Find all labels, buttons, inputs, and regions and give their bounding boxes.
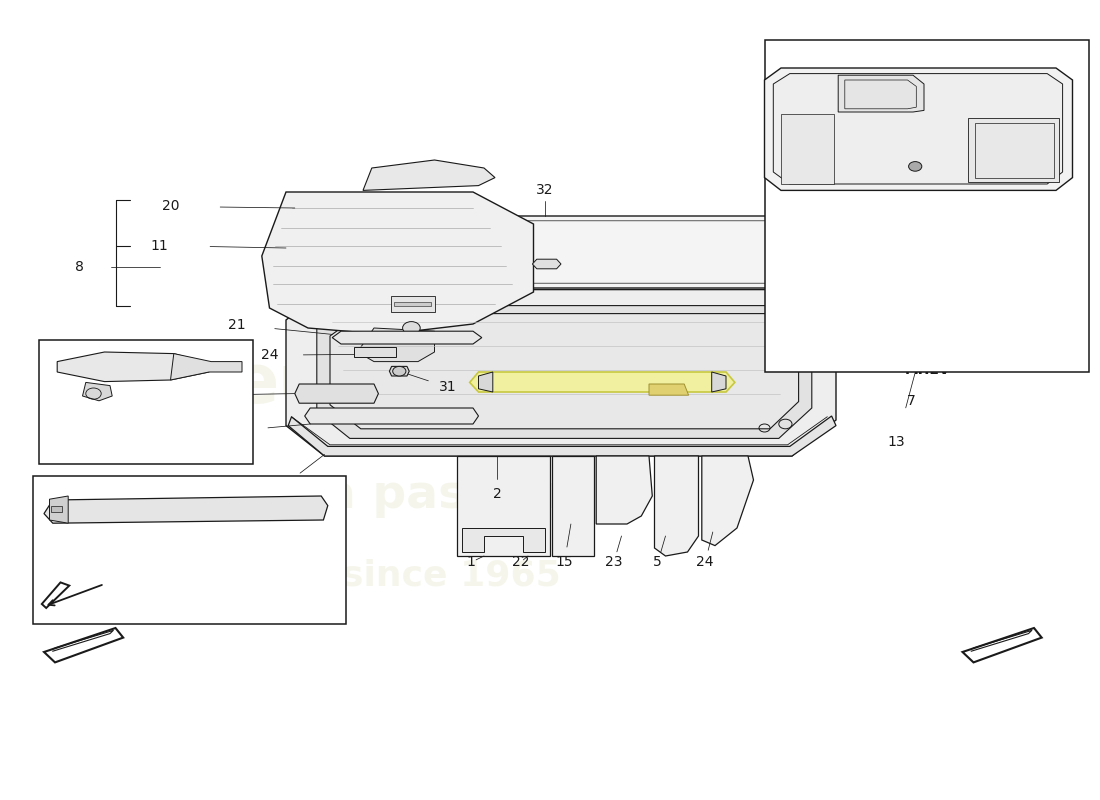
Text: MHEV: MHEV <box>904 362 950 377</box>
Polygon shape <box>968 118 1059 182</box>
Circle shape <box>909 162 922 171</box>
Polygon shape <box>295 384 378 403</box>
Text: MY22: MY22 <box>107 451 146 464</box>
Polygon shape <box>456 456 550 556</box>
Text: 7: 7 <box>906 394 915 408</box>
Polygon shape <box>836 324 908 358</box>
Text: 24: 24 <box>696 555 714 570</box>
Text: 22: 22 <box>512 555 529 570</box>
Text: 28: 28 <box>52 538 69 553</box>
Text: euromotorc: euromotorc <box>233 351 669 417</box>
Polygon shape <box>596 456 652 524</box>
Polygon shape <box>358 328 434 362</box>
Polygon shape <box>44 628 123 662</box>
Text: 2: 2 <box>493 487 502 502</box>
Text: a passion: a passion <box>324 474 578 518</box>
FancyBboxPatch shape <box>39 340 253 464</box>
Text: 23: 23 <box>605 555 623 570</box>
Polygon shape <box>327 216 838 288</box>
Polygon shape <box>792 192 992 334</box>
Text: 30: 30 <box>268 524 286 538</box>
Circle shape <box>403 322 420 334</box>
Text: 5: 5 <box>653 555 662 570</box>
Polygon shape <box>170 354 242 380</box>
Polygon shape <box>764 68 1072 190</box>
Polygon shape <box>649 384 689 395</box>
Polygon shape <box>305 408 478 424</box>
Polygon shape <box>962 628 1042 662</box>
Polygon shape <box>82 382 112 401</box>
Text: 29: 29 <box>110 538 128 553</box>
Polygon shape <box>332 331 482 344</box>
Polygon shape <box>712 372 726 392</box>
Text: since 1965: since 1965 <box>342 559 560 593</box>
Polygon shape <box>462 528 544 552</box>
Text: 12: 12 <box>231 423 249 438</box>
Polygon shape <box>363 160 495 190</box>
Text: 31: 31 <box>439 380 456 394</box>
FancyBboxPatch shape <box>764 40 1089 372</box>
Polygon shape <box>317 306 812 438</box>
Text: 1: 1 <box>466 555 475 570</box>
Text: 24: 24 <box>261 348 278 362</box>
Text: 18: 18 <box>195 388 212 402</box>
Polygon shape <box>262 192 534 334</box>
Text: 33: 33 <box>154 382 172 397</box>
Polygon shape <box>552 456 594 556</box>
Polygon shape <box>478 372 493 392</box>
Text: 21: 21 <box>70 348 88 362</box>
Text: 32: 32 <box>536 183 553 198</box>
Text: 8: 8 <box>75 260 84 274</box>
Polygon shape <box>702 456 754 546</box>
Text: 15: 15 <box>556 555 573 570</box>
Polygon shape <box>57 352 211 382</box>
Text: 11: 11 <box>151 238 168 253</box>
Polygon shape <box>330 314 799 429</box>
Text: 21: 21 <box>228 318 245 332</box>
FancyBboxPatch shape <box>33 476 347 624</box>
Polygon shape <box>803 290 836 330</box>
Polygon shape <box>44 496 328 523</box>
Polygon shape <box>354 347 396 357</box>
Text: 4: 4 <box>279 478 288 493</box>
Polygon shape <box>390 296 435 312</box>
Text: 13: 13 <box>888 435 905 450</box>
Polygon shape <box>288 416 836 456</box>
Text: 6: 6 <box>779 199 788 214</box>
Polygon shape <box>50 496 68 523</box>
Circle shape <box>889 238 981 306</box>
Polygon shape <box>42 582 69 608</box>
Text: 15: 15 <box>939 230 957 245</box>
Text: 20: 20 <box>162 199 179 214</box>
Polygon shape <box>51 506 62 512</box>
Text: 17: 17 <box>807 299 825 314</box>
Polygon shape <box>286 290 836 456</box>
Polygon shape <box>394 302 431 306</box>
Polygon shape <box>389 366 409 376</box>
Polygon shape <box>532 259 561 269</box>
Polygon shape <box>781 114 834 184</box>
Polygon shape <box>654 456 698 556</box>
Text: 34: 34 <box>70 408 88 422</box>
Polygon shape <box>470 372 735 392</box>
Polygon shape <box>836 294 880 308</box>
Circle shape <box>393 366 406 376</box>
Polygon shape <box>773 74 1063 184</box>
Polygon shape <box>838 75 924 112</box>
